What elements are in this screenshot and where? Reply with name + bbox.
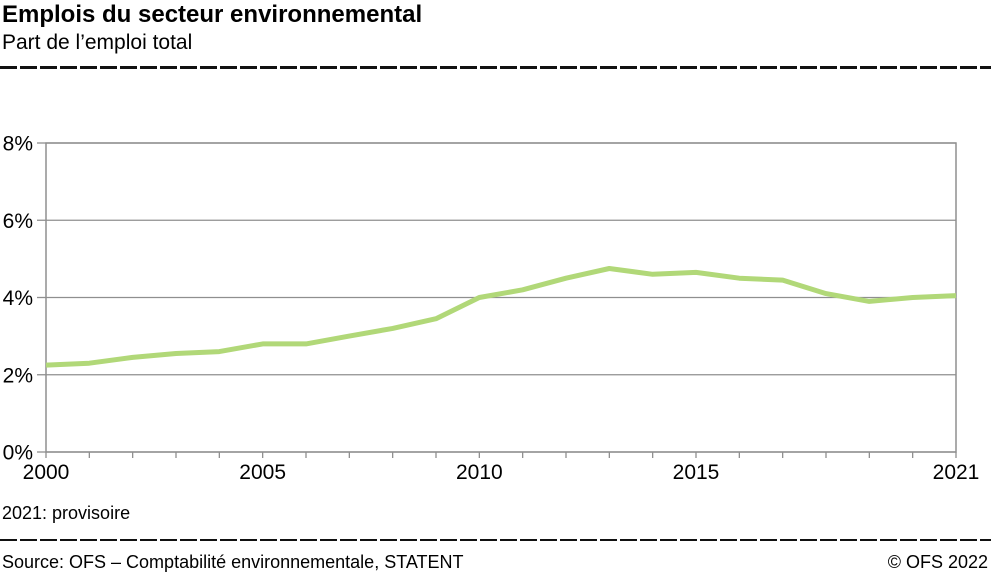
x-tick-label: 2000 [23, 461, 70, 484]
y-tick-label: 0% [3, 442, 33, 465]
x-tick-label: 2010 [456, 461, 503, 484]
copyright-text: © OFS 2022 [887, 552, 988, 572]
y-tick-label: 8% [3, 133, 33, 156]
y-tick-label: 2% [3, 364, 33, 387]
source-text: Source: OFS – Comptabilité environnement… [2, 552, 464, 572]
footer-divider [0, 539, 991, 541]
chart-title: Emplois du secteur environnemental [2, 1, 423, 28]
chart-subtitle: Part de l’emploi total [2, 31, 193, 54]
x-tick-label: 2021 [933, 461, 980, 484]
y-tick-label: 4% [3, 287, 33, 310]
series-line [45, 266, 957, 368]
x-tick-label: 2005 [239, 461, 286, 484]
y-tick-label: 6% [3, 210, 33, 233]
x-tick-label: 2015 [673, 461, 720, 484]
footnote: 2021: provisoire [2, 503, 131, 523]
header-divider [0, 66, 991, 69]
